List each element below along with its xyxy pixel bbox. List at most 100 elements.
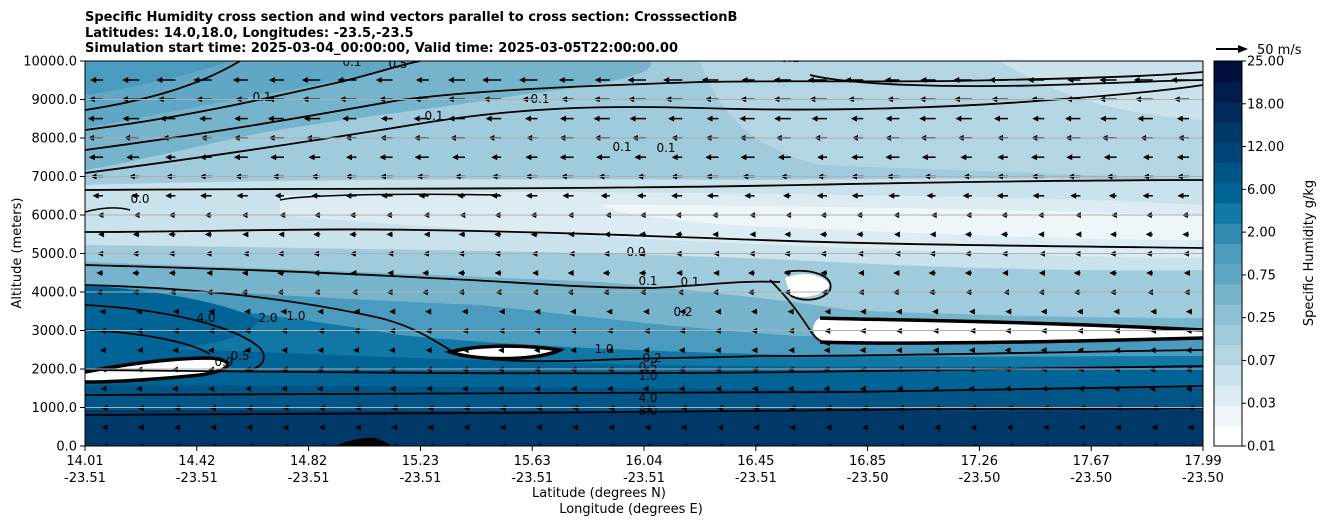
colorbar-segment	[1214, 385, 1242, 406]
wind-vector	[204, 231, 212, 238]
wind-vector	[606, 308, 613, 315]
wind-vector	[885, 154, 900, 161]
colorbar-tick-label: 6.00	[1247, 183, 1276, 198]
wind-vector	[1099, 77, 1117, 83]
wind-vector	[885, 115, 900, 122]
wind-vector	[462, 347, 469, 354]
wind-vector	[1042, 405, 1049, 412]
wind-vector	[1007, 443, 1013, 446]
wind-vector	[1176, 154, 1189, 161]
wind-vector	[1005, 308, 1012, 315]
wind-vector	[859, 385, 866, 392]
wind-vector	[1030, 154, 1045, 161]
wind-vector	[680, 405, 687, 412]
wind-vector	[744, 192, 755, 199]
wind-vector	[593, 115, 610, 122]
wind-vector	[572, 424, 579, 431]
wind-vector	[716, 424, 723, 431]
wind-vector	[594, 77, 610, 83]
colorbar-segment	[1214, 202, 1242, 224]
wind-vector	[606, 385, 613, 392]
y-tick-label: 9000.0	[32, 93, 78, 108]
wind-vector	[570, 308, 577, 315]
wind-vector	[934, 405, 941, 412]
wind-vector	[920, 77, 936, 83]
wind-vector	[596, 154, 610, 161]
wind-vector	[787, 385, 794, 392]
wind-vector	[627, 77, 646, 83]
x-tick-label-longitude: -23.50	[958, 471, 1000, 486]
wind-vector	[354, 424, 361, 431]
wind-vector	[777, 154, 791, 161]
y-tick-label: 1000.0	[32, 401, 78, 416]
wind-vector	[132, 270, 140, 276]
wind-vector	[244, 308, 251, 315]
wind-vector	[752, 385, 759, 392]
wind-vector	[825, 424, 832, 431]
wind-vector	[1145, 231, 1153, 238]
wind-vector	[897, 424, 904, 431]
wind-vector	[494, 270, 502, 276]
wind-vector	[282, 424, 289, 431]
wind-vector	[1185, 347, 1192, 354]
colorbar-tick-label: 0.01	[1247, 440, 1276, 455]
y-tick-label: 2000.0	[32, 363, 78, 378]
wind-vector	[570, 385, 577, 392]
wind-vector	[274, 192, 284, 199]
y-tick-label: 7000.0	[32, 170, 78, 185]
wind-vector	[1076, 308, 1083, 315]
wind-vector	[172, 347, 179, 354]
wind-vector	[308, 154, 321, 161]
wind-vector	[714, 347, 721, 354]
y-tick-label: 5000.0	[32, 247, 78, 262]
wind-vector	[173, 405, 180, 412]
contour-label: 0.0	[626, 245, 645, 259]
wind-vector	[317, 347, 324, 354]
wind-vector	[1152, 443, 1158, 446]
wind-vector	[859, 347, 866, 354]
x-tick-label-latitude: 14.82	[290, 454, 327, 469]
wind-vector	[389, 347, 396, 354]
wind-vector	[1066, 154, 1081, 161]
wind-vector	[165, 154, 176, 161]
contour-label: 0.1	[638, 274, 657, 288]
wind-vector	[1113, 385, 1120, 392]
y-tick-label: 6000.0	[32, 209, 78, 224]
wind-vector	[680, 424, 687, 431]
wind-vector	[525, 115, 538, 122]
x-tick-label-latitude: 17.67	[1073, 454, 1110, 469]
wind-vector	[570, 347, 577, 354]
wind-vector	[1044, 443, 1049, 446]
wind-vector	[988, 77, 1008, 83]
wind-vector	[448, 115, 465, 122]
wind-vector	[244, 347, 251, 354]
wind-vector	[935, 443, 941, 446]
wind-vector	[1075, 231, 1082, 238]
wind-vector	[1006, 405, 1013, 412]
wind-vector	[629, 115, 646, 122]
y-tick-label: 4000.0	[32, 286, 78, 301]
contour-label: 1.0	[286, 309, 305, 323]
wind-vector	[783, 270, 791, 276]
wind-vector	[425, 308, 432, 315]
wind-vector	[380, 115, 393, 122]
wind-vector	[645, 443, 651, 446]
wind-vector	[820, 270, 827, 276]
wind-vector	[1070, 192, 1081, 199]
wind-vector	[1133, 77, 1153, 83]
wind-vector	[607, 347, 614, 354]
wind-vector	[122, 115, 140, 122]
wind-vector	[267, 115, 284, 122]
wind-vector	[427, 424, 434, 431]
x-tick-label-longitude: -23.51	[399, 471, 441, 486]
wind-vector	[101, 424, 108, 431]
wind-vector	[962, 192, 972, 199]
wind-vector	[533, 347, 540, 354]
wind-vector	[819, 231, 827, 238]
contour-label: 0.1	[612, 140, 631, 154]
wind-vector	[1187, 424, 1194, 431]
wind-vector	[535, 424, 542, 431]
wind-vector	[926, 192, 936, 199]
colorbar-segment	[1214, 121, 1242, 143]
wind-vector	[317, 308, 324, 315]
